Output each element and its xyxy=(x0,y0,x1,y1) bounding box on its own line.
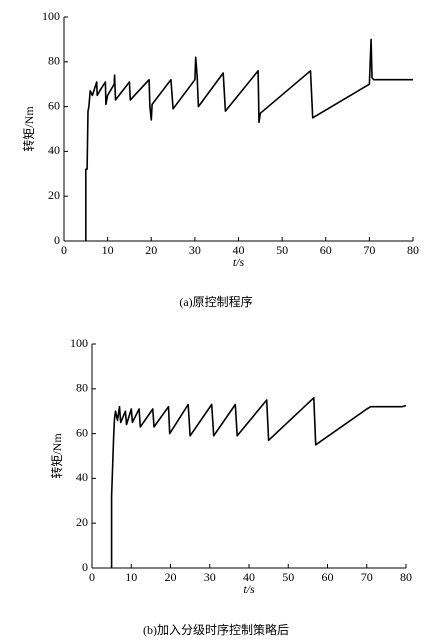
x-axis-label: t/s xyxy=(243,582,255,596)
y-tick-label: 60 xyxy=(48,98,60,112)
x-tick-label: 0 xyxy=(89,570,95,584)
torque-line xyxy=(110,397,407,568)
x-tick-label: 80 xyxy=(407,243,419,257)
x-tick-label: 40 xyxy=(233,243,245,257)
x-tick-label: 0 xyxy=(61,243,67,257)
x-tick-label: 70 xyxy=(361,570,373,584)
y-tick-label: 0 xyxy=(82,560,88,574)
y-tick-label: 20 xyxy=(76,515,88,529)
x-tick-label: 60 xyxy=(322,570,334,584)
x-tick-label: 10 xyxy=(125,570,137,584)
x-tick-label: 50 xyxy=(276,243,288,257)
y-tick-label: 40 xyxy=(76,470,88,484)
y-tick-label: 40 xyxy=(48,143,60,157)
y-tick-label: 100 xyxy=(42,9,60,23)
y-tick-label: 80 xyxy=(76,381,88,395)
x-tick-label: 30 xyxy=(204,570,216,584)
x-tick-label: 50 xyxy=(282,570,294,584)
y-tick-label: 100 xyxy=(70,336,88,350)
y-axis-label: 转矩/Nm xyxy=(21,106,36,152)
x-tick-label: 40 xyxy=(243,570,255,584)
y-axis-label: 转矩/Nm xyxy=(49,433,64,479)
x-tick-label: 10 xyxy=(102,243,114,257)
x-tick-label: 60 xyxy=(320,243,332,257)
x-tick-label: 20 xyxy=(165,570,177,584)
x-tick-label: 70 xyxy=(363,243,375,257)
y-tick-label: 0 xyxy=(54,233,60,247)
y-tick-label: 80 xyxy=(48,54,60,68)
y-tick-label: 20 xyxy=(48,188,60,202)
caption: (a)原控制程序 xyxy=(179,294,252,309)
y-tick-label: 60 xyxy=(76,425,88,439)
x-tick-label: 80 xyxy=(400,570,412,584)
torque-line xyxy=(85,38,413,241)
x-tick-label: 20 xyxy=(145,243,157,257)
x-tick-label: 30 xyxy=(189,243,201,257)
x-axis-label: t/s xyxy=(233,255,245,269)
caption: (b)加入分级时序控制策略后 xyxy=(143,622,289,637)
